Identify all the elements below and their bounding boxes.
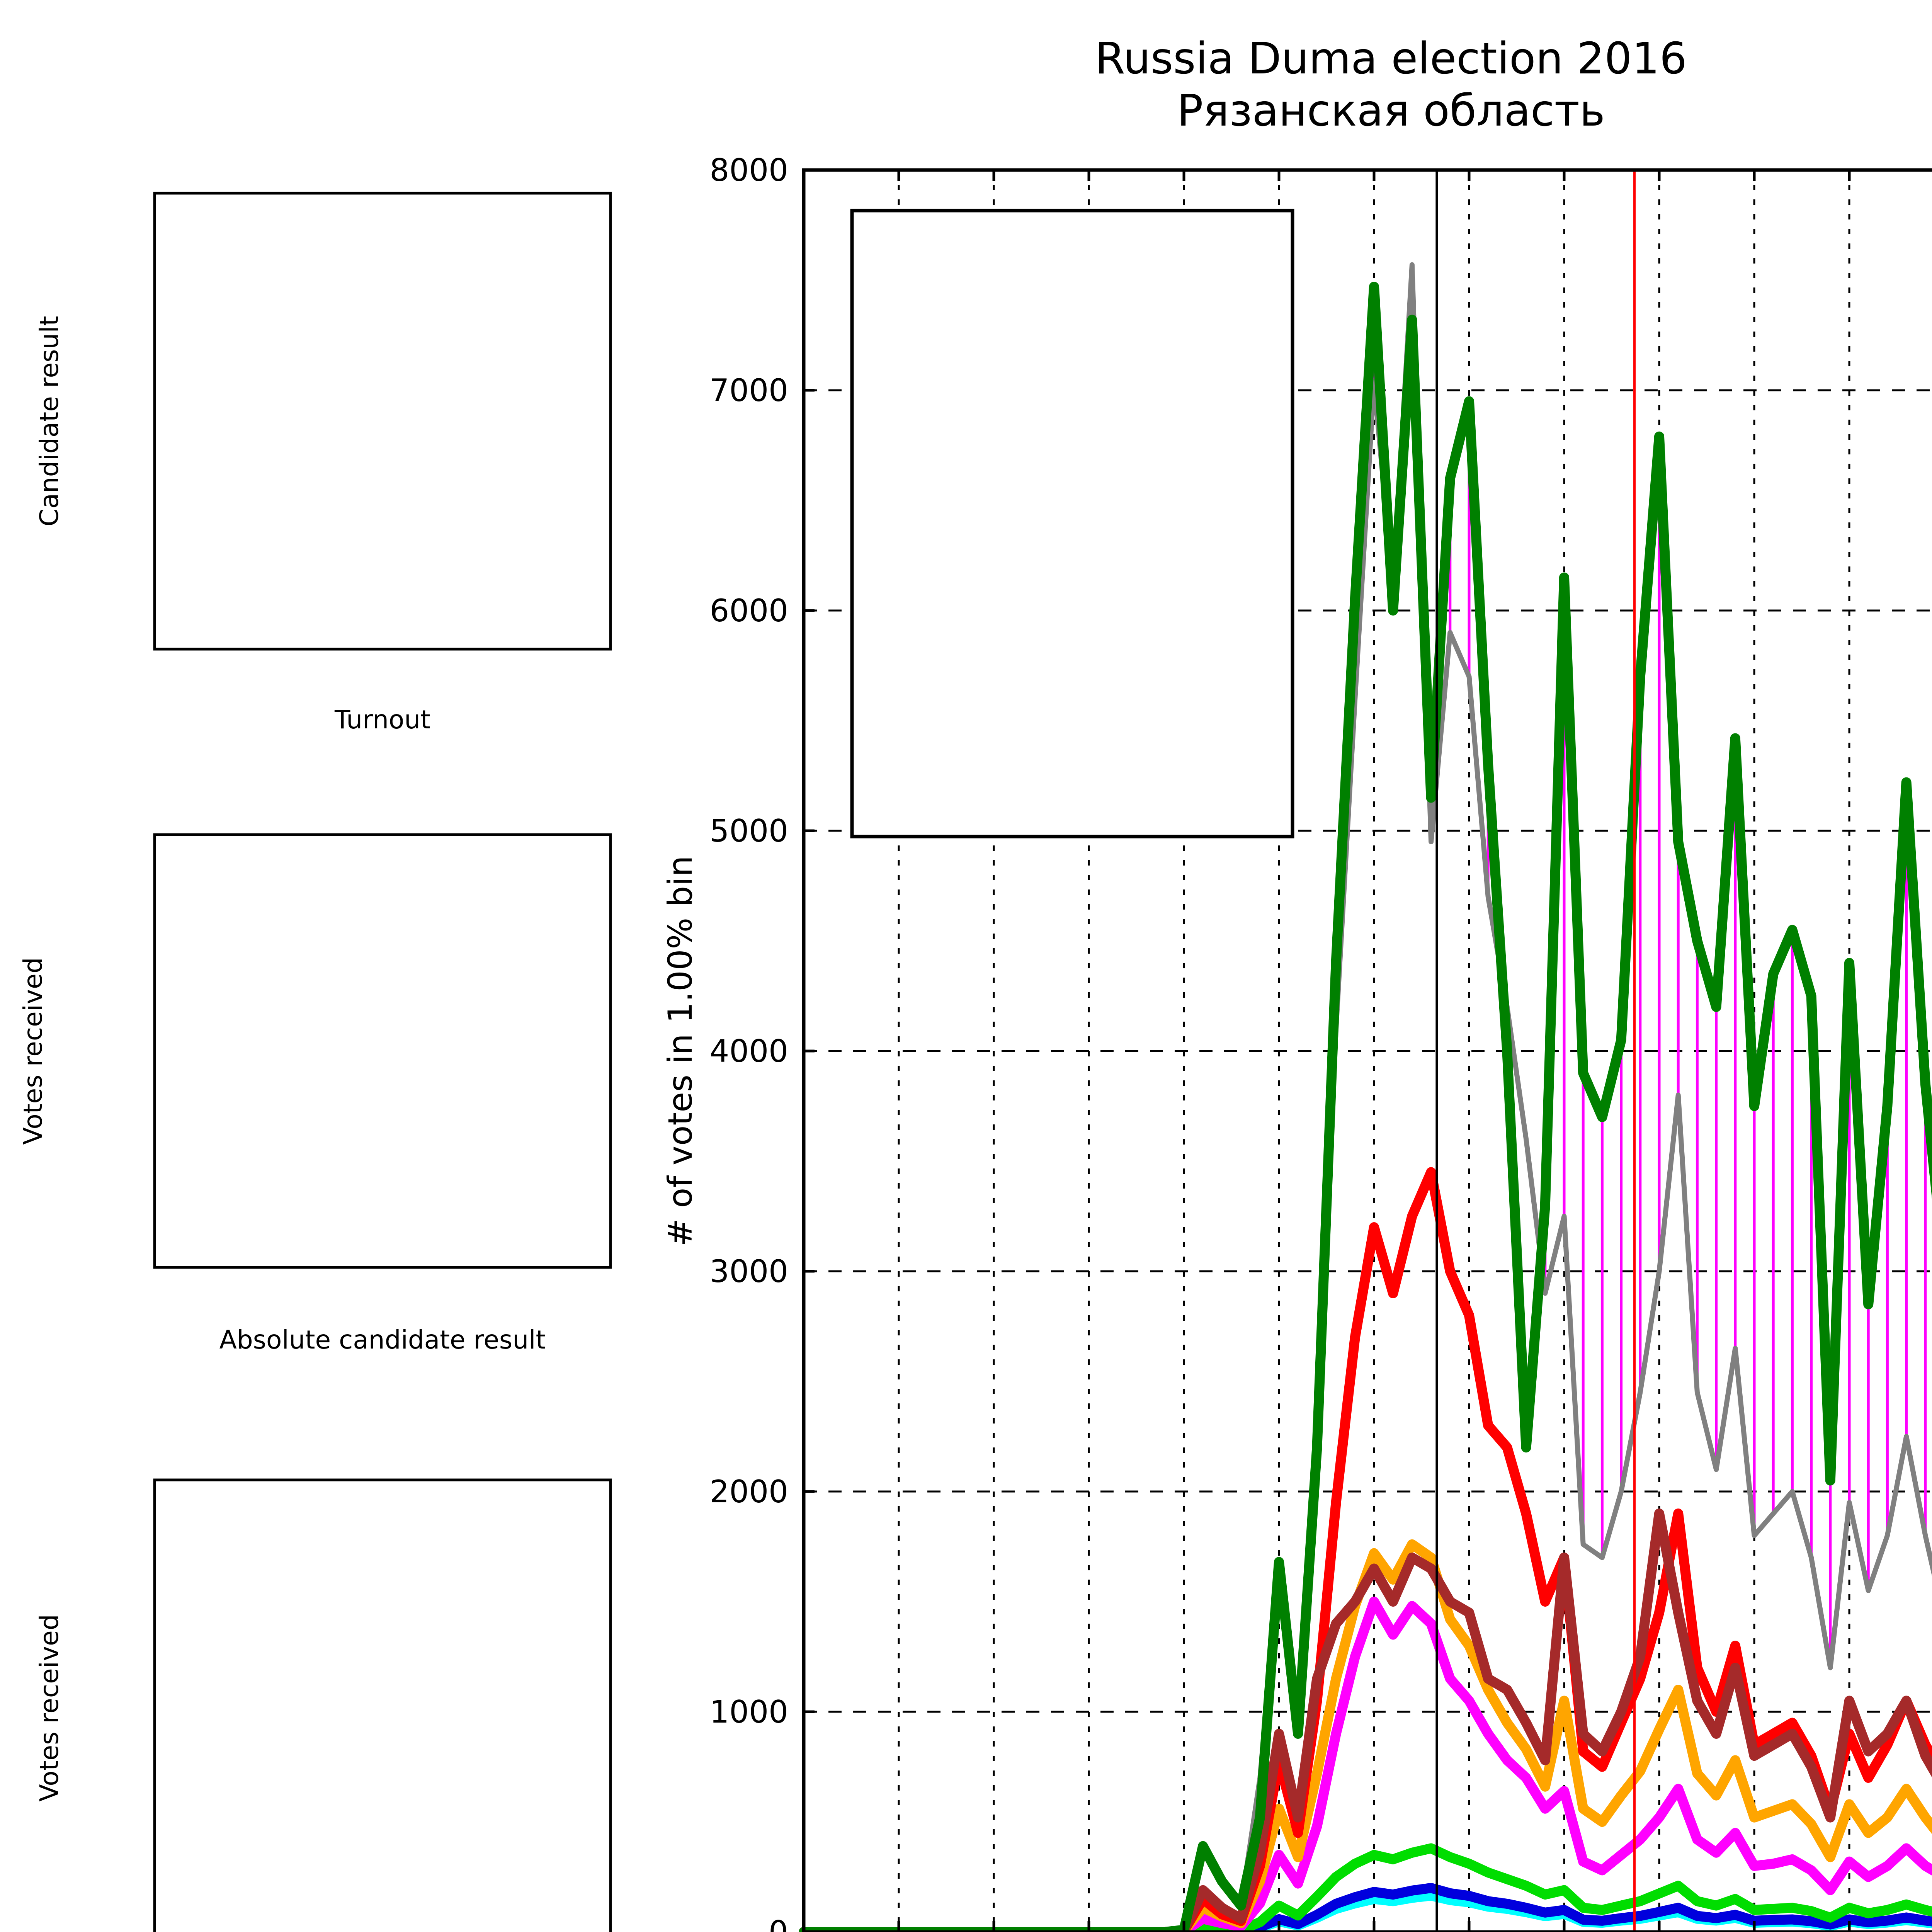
- legend: [850, 209, 1294, 838]
- main-ylabel: # of votes in 1.00% bin: [661, 855, 700, 1246]
- subplot3-frame: [153, 1478, 612, 1932]
- subplot3-ylabel: Votes received: [34, 1614, 64, 1801]
- subplot-absolute-candidate-result: Absolute candidate result Votes received: [18, 833, 612, 1355]
- series-line-others: [799, 1539, 1932, 1932]
- main-ytick-label: 8000: [709, 152, 788, 188]
- series-line-rost: [799, 1883, 1932, 1932]
- subplot2-ylabel: Votes received: [18, 957, 48, 1145]
- page-subtitle: Рязанская область: [1177, 86, 1605, 136]
- main-ytick-label: 7000: [709, 372, 788, 408]
- subplot2-xlabel: Absolute candidate result: [219, 1325, 546, 1355]
- main-ytick-label: 6000: [709, 593, 788, 629]
- main-ytick-label: 4000: [709, 1033, 788, 1069]
- series-line-all-except-edro: [801, 262, 1932, 1932]
- page-title: Russia Duma election 2016: [1095, 34, 1687, 84]
- subplot1-frame: [153, 192, 612, 651]
- subplot1-ylabel: Candidate result: [34, 316, 64, 526]
- subplot-candidate-result: Candidate result Votes received: [34, 1478, 612, 1932]
- series-line-yabloko: [799, 1843, 1932, 1932]
- main-ytick-label: 3000: [709, 1253, 788, 1289]
- main-ytick-label: 0: [769, 1914, 788, 1932]
- series-line-edro: [799, 282, 1932, 1932]
- main-ytick-label: 2000: [709, 1474, 788, 1510]
- subplot1-xlabel: Turnout: [334, 705, 430, 735]
- legend-box: [850, 209, 1294, 838]
- main-ytick-label: 1000: [709, 1694, 788, 1730]
- subplot-turnout-vs-result: Turnout Candidate result: [34, 192, 612, 735]
- main-ytick-label: 5000: [709, 813, 788, 849]
- subplot2-frame: [153, 833, 612, 1269]
- series-line-ldpr: [799, 1509, 1932, 1932]
- series-line-spros: [799, 1597, 1932, 1932]
